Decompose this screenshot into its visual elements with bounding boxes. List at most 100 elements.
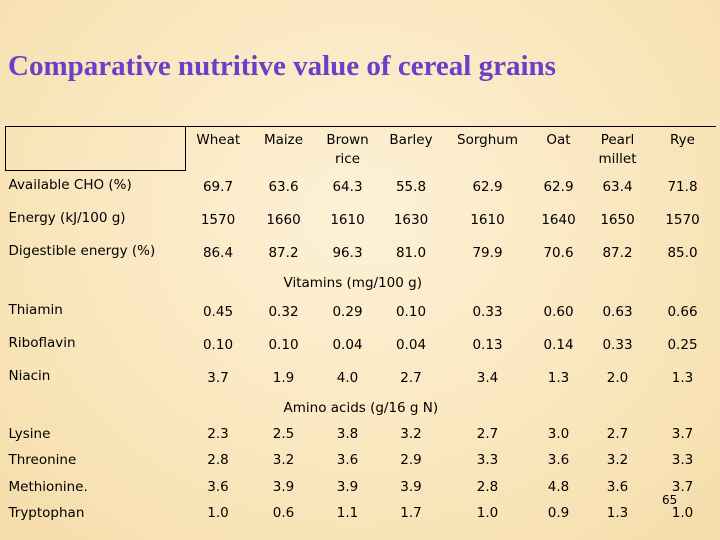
table-cell: 0.32 xyxy=(268,303,299,320)
table-cell: 1.9 xyxy=(272,369,295,386)
table-row: Energy (kJ/100 g) 1570 1660 1610 1630 1610 164… xyxy=(6,204,716,237)
table-cell: 1570 xyxy=(665,211,700,228)
table-cell: 64.3 xyxy=(332,178,363,195)
table-cell: 1660 xyxy=(266,211,301,228)
row-label: Digestible energy (%) xyxy=(8,242,156,259)
table-cell: 3.6 xyxy=(606,478,629,495)
col-header: Sorghum xyxy=(443,126,532,171)
table-row: Niacin 3.7 1.9 4.0 2.7 3.4 1.3 2.0 1.3 xyxy=(6,362,716,395)
table-cell: 3.7 xyxy=(671,478,694,495)
table-cell: 0.45 xyxy=(202,303,234,320)
table-cell: 3.2 xyxy=(272,452,295,468)
col-header: Oat xyxy=(531,126,586,171)
table-cell: 2.8 xyxy=(207,452,229,468)
table-cell: 62.9 xyxy=(472,178,503,195)
table-cell: 0.10 xyxy=(268,336,299,353)
table-cell: 2.8 xyxy=(476,478,499,495)
table-cell: 3.2 xyxy=(400,425,422,442)
amino-acids-heading: Amino acids (g/16 g N) xyxy=(283,399,439,416)
table-cell: 3.9 xyxy=(400,478,422,495)
table-cell: 3.7 xyxy=(207,369,229,386)
table-cell: 0.33 xyxy=(472,303,503,320)
row-label: Energy (kJ/100 g) xyxy=(8,209,126,226)
table-cell: 1.3 xyxy=(671,369,694,386)
table-cell: 0.10 xyxy=(202,336,234,353)
table-cell: 3.7 xyxy=(671,425,694,442)
table-cell: 3.3 xyxy=(476,452,499,468)
table-cell: 0.10 xyxy=(395,303,427,320)
table-cell: 2.7 xyxy=(476,425,499,442)
table-cell: 85.0 xyxy=(667,244,698,261)
row-label: Thiamin xyxy=(8,301,63,318)
table-cell: 1.7 xyxy=(400,505,422,521)
table-cell: 0.14 xyxy=(543,336,574,353)
table-row: Lysine 2.3 2.5 3.8 3.2 2.7 3.0 2.7 3.7 xyxy=(6,421,716,448)
table-cell: 1.0 xyxy=(476,505,499,521)
page-number: 65 xyxy=(662,493,678,507)
table-cell: 79.9 xyxy=(472,244,503,261)
section-heading-row: Vitamins (mg/100 g) xyxy=(6,270,716,296)
table-cell: 3.9 xyxy=(336,478,359,495)
table-cell: 3.9 xyxy=(272,478,295,495)
table-cell: 86.4 xyxy=(202,244,234,261)
table-cell: 1.1 xyxy=(336,505,359,521)
table-cell: 0.66 xyxy=(667,303,698,320)
row-label: Niacin xyxy=(8,367,51,384)
table-cell: 1.0 xyxy=(671,505,694,521)
table-cell: 3.6 xyxy=(207,478,229,495)
table-cell: 0.04 xyxy=(332,336,363,353)
table-cell: 81.0 xyxy=(395,244,427,261)
table-cell: 2.0 xyxy=(606,369,629,386)
table-cell: 4.8 xyxy=(547,478,570,495)
table-row: Threonine 2.8 3.2 3.6 2.9 3.3 3.6 3.2 3.3 xyxy=(6,447,716,474)
header-blank-cell xyxy=(5,126,186,171)
table-cell: 2.7 xyxy=(400,369,422,386)
table-cell: 63.6 xyxy=(268,178,299,195)
row-label: Methionine. xyxy=(8,478,88,495)
table-cell: 87.2 xyxy=(268,244,299,261)
table-cell: 96.3 xyxy=(332,244,363,261)
table-cell: 1.3 xyxy=(547,369,570,386)
table-cell: 63.4 xyxy=(602,178,633,195)
table-cell: 3.0 xyxy=(547,425,570,442)
row-label: Riboflavin xyxy=(8,334,76,351)
table-row: Methionine. 3.6 3.9 3.9 3.9 2.8 4.8 3.6 3.7 xyxy=(6,474,716,501)
table-cell: 55.8 xyxy=(395,178,427,195)
col-header: Pearl millet xyxy=(585,126,650,171)
table-cell: 2.3 xyxy=(207,425,229,442)
table-row: Digestible energy (%) 86.4 87.2 96.3 81.0 79.… xyxy=(6,237,716,270)
table-cell: 3.8 xyxy=(336,425,359,442)
table-cell: 1610 xyxy=(470,211,505,228)
table-cell: 0.29 xyxy=(332,303,363,320)
table-cell: 62.9 xyxy=(543,178,574,195)
table-cell: 4.0 xyxy=(336,369,359,386)
row-label: Available CHO (%) xyxy=(8,177,132,193)
table-cell: 1.0 xyxy=(207,505,229,521)
table-cell: 1610 xyxy=(330,211,365,228)
table-cell: 0.60 xyxy=(543,303,574,320)
table-row: Thiamin 0.45 0.32 0.29 0.10 0.33 0.60 0.63 0.66 xyxy=(6,296,716,329)
table-cell: 3.6 xyxy=(336,452,359,468)
table-cell: 70.6 xyxy=(543,244,574,261)
table-cell: 0.13 xyxy=(472,336,503,353)
table-row: Riboflavin 0.10 0.10 0.04 0.04 0.13 0.14 0.33 0.… xyxy=(6,329,716,362)
table-cell: 1570 xyxy=(200,211,236,228)
table-cell: 3.3 xyxy=(671,452,694,468)
table-cell: 0.6 xyxy=(272,505,295,521)
table-cell: 2.5 xyxy=(272,425,295,442)
table-cell: 87.2 xyxy=(602,244,633,261)
section-heading-row: Amino acids (g/16 g N) xyxy=(6,395,716,421)
table-cell: 2.7 xyxy=(606,425,629,442)
table-cell: 0.25 xyxy=(667,336,698,353)
table-cell: 3.6 xyxy=(547,452,570,468)
table-cell: 0.9 xyxy=(547,505,570,521)
col-header: Barley xyxy=(378,126,444,171)
col-header: Maize xyxy=(250,126,317,171)
table-cell: 1630 xyxy=(393,211,429,228)
row-label: Tryptophan xyxy=(8,505,85,521)
vitamins-heading: Vitamins (mg/100 g) xyxy=(283,274,422,291)
table-cell: 2.9 xyxy=(400,452,422,468)
table-cell: 69.7 xyxy=(202,178,234,195)
col-header: Brown rice xyxy=(316,126,379,171)
row-label: Threonine xyxy=(8,452,77,468)
